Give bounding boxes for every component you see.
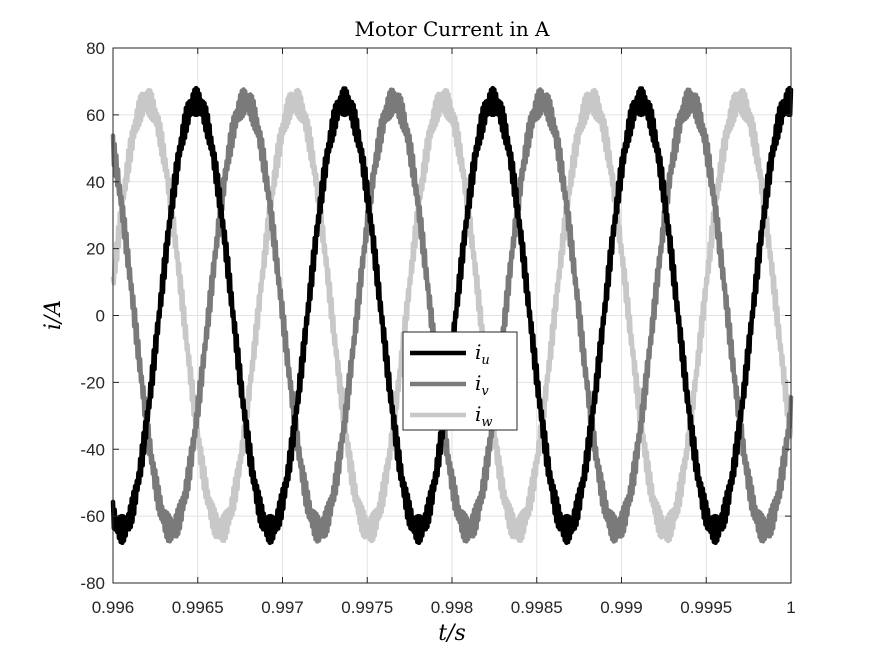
legend-label-symbol: i — [475, 402, 481, 426]
x-axis-label: t/s — [438, 621, 466, 646]
chart-title: Motor Current in A — [354, 17, 550, 41]
legend-label-subscript: v — [481, 384, 489, 399]
y-tick-label: -20 — [80, 373, 105, 392]
legend-label-subscript: u — [481, 353, 489, 368]
y-tick-label: 40 — [86, 173, 105, 192]
series-line-iv — [110, 87, 794, 544]
x-tick-label: 0.996 — [92, 598, 135, 617]
legend-label-subscript: w — [481, 415, 492, 430]
y-tick-label: 0 — [96, 307, 105, 326]
y-tick-label: -40 — [80, 440, 105, 459]
y-tick-label: -80 — [80, 574, 105, 593]
x-tick-label: 0.9995 — [680, 598, 732, 617]
legend-label-symbol: i — [475, 340, 481, 364]
x-tick-label: 0.999 — [600, 598, 643, 617]
y-tick-label: 20 — [86, 240, 105, 259]
y-tick-label: 80 — [86, 39, 105, 58]
x-tick-label: 1 — [786, 598, 795, 617]
series-line-iw — [110, 87, 794, 544]
x-tick-label: 0.9985 — [511, 598, 563, 617]
legend-label-iu: iu — [475, 340, 490, 368]
y-tick-label: -60 — [80, 507, 105, 526]
x-tick-label: 0.998 — [431, 598, 474, 617]
x-tick-label: 0.9965 — [172, 598, 224, 617]
legend-label-symbol: i — [475, 371, 481, 395]
x-tick-label: 0.997 — [261, 598, 304, 617]
ticks: 0.996 0.9965 0.997 0.9975 0.998 0.9985 0.999 0.… — [80, 39, 795, 617]
legend-label-iw: iw — [475, 402, 493, 430]
x-tick-label: 0.9975 — [341, 598, 393, 617]
legend-label-iv: iv — [475, 371, 489, 399]
y-axis-label: i/A — [41, 300, 66, 330]
y-tick-label: 60 — [86, 106, 105, 125]
